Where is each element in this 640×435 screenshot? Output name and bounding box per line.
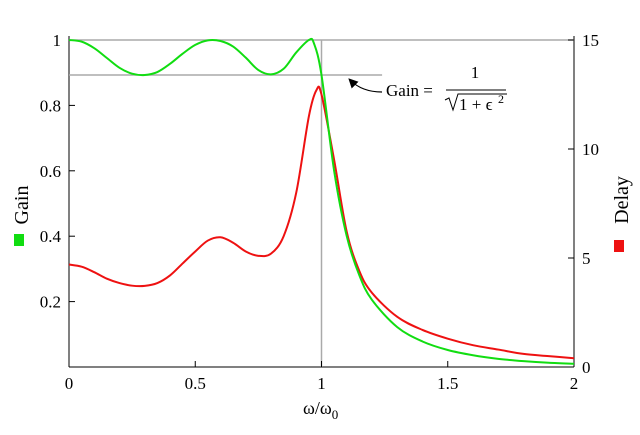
gain-legend-swatch	[14, 234, 24, 246]
left-tick-label: 0.6	[40, 162, 61, 181]
annotation-arrow	[348, 78, 383, 93]
right-tick-label: 15	[582, 31, 599, 50]
x-axis-title-main: ω/ω	[303, 398, 332, 418]
left-tick-label: 0.2	[40, 293, 61, 312]
left-axis-title-group: Gain	[11, 186, 33, 246]
right-tick-label: 10	[582, 140, 599, 159]
x-ticks: 0 0.5 1 1.5 2	[65, 361, 579, 393]
left-tick-label: 1	[53, 31, 62, 50]
x-axis-title-sub: 0	[332, 407, 339, 422]
annotation-exponent: 2	[498, 92, 504, 106]
right-tick-label: 5	[582, 249, 591, 268]
x-tick-label: 0	[65, 374, 74, 393]
right-axis-title: Delay	[611, 176, 633, 224]
right-ticks: 0 5 10 15	[568, 31, 599, 377]
x-tick-label: 1	[317, 374, 326, 393]
x-tick-label: 1.5	[437, 374, 458, 393]
left-tick-label: 0.4	[40, 227, 62, 246]
left-ticks: 0.2 0.4 0.6 0.8 1	[40, 31, 75, 312]
right-axis-title-group: Delay	[611, 176, 633, 252]
reference-lines	[69, 39, 574, 367]
x-tick-label: 2	[570, 374, 579, 393]
left-tick-label: 0.8	[40, 96, 61, 115]
gain-series-line	[68, 37, 575, 365]
x-tick-label: 0.5	[185, 374, 206, 393]
annotation-prefix: Gain =	[386, 81, 433, 100]
delay-series-line	[68, 85, 575, 360]
left-axis-title: Gain	[11, 186, 33, 225]
annotation-numerator: 1	[471, 63, 480, 82]
x-axis-title: ω/ω0	[303, 398, 338, 422]
annotation-sqrt-sign	[444, 93, 507, 112]
gain-annotation: Gain = 1 1 + ϵ 2	[348, 63, 507, 114]
delay-legend-swatch	[614, 240, 624, 252]
right-tick-label: 0	[582, 358, 591, 377]
annotation-denominator: 1 + ϵ	[459, 95, 493, 114]
